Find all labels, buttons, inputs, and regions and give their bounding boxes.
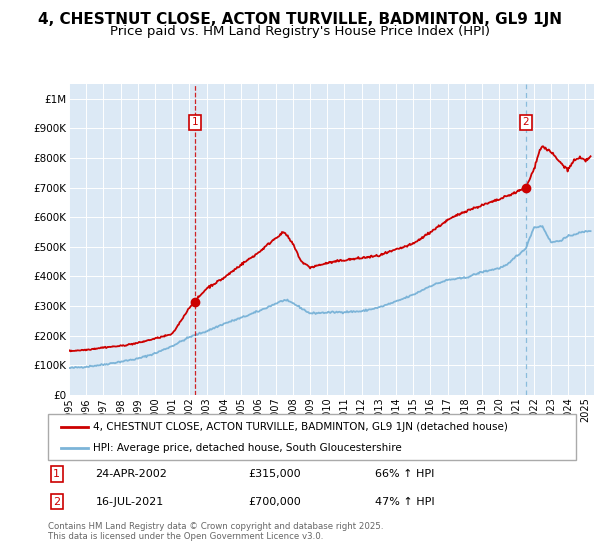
Text: 4, CHESTNUT CLOSE, ACTON TURVILLE, BADMINTON, GL9 1JN (detached house): 4, CHESTNUT CLOSE, ACTON TURVILLE, BADMI… bbox=[93, 422, 508, 432]
Text: 4, CHESTNUT CLOSE, ACTON TURVILLE, BADMINTON, GL9 1JN: 4, CHESTNUT CLOSE, ACTON TURVILLE, BADMI… bbox=[38, 12, 562, 27]
Text: HPI: Average price, detached house, South Gloucestershire: HPI: Average price, detached house, Sout… bbox=[93, 443, 401, 453]
Text: 1: 1 bbox=[191, 118, 198, 128]
Text: 47% ↑ HPI: 47% ↑ HPI bbox=[376, 497, 435, 507]
Text: 66% ↑ HPI: 66% ↑ HPI bbox=[376, 469, 435, 479]
Text: £315,000: £315,000 bbox=[248, 469, 301, 479]
Text: £700,000: £700,000 bbox=[248, 497, 301, 507]
Text: Price paid vs. HM Land Registry's House Price Index (HPI): Price paid vs. HM Land Registry's House … bbox=[110, 25, 490, 38]
Text: 16-JUL-2021: 16-JUL-2021 bbox=[95, 497, 164, 507]
Text: 1: 1 bbox=[53, 469, 60, 479]
Text: 2: 2 bbox=[53, 497, 61, 507]
Text: 2: 2 bbox=[523, 118, 529, 128]
Text: Contains HM Land Registry data © Crown copyright and database right 2025.
This d: Contains HM Land Registry data © Crown c… bbox=[48, 522, 383, 542]
Text: 24-APR-2002: 24-APR-2002 bbox=[95, 469, 167, 479]
FancyBboxPatch shape bbox=[48, 414, 576, 460]
